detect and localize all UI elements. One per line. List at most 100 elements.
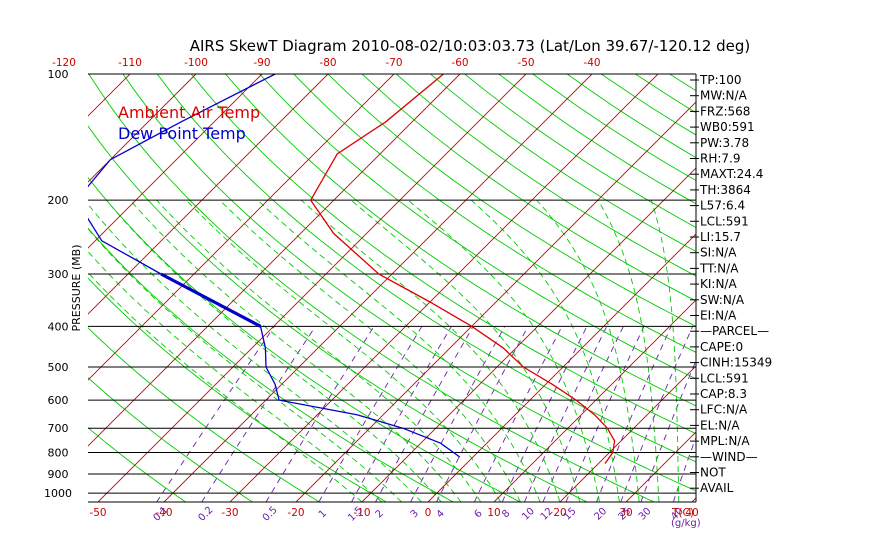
dry-adiabat-line (88, 176, 521, 502)
stats-item: L57:6.4 (700, 199, 745, 213)
mixing-ratio-tick-label: 10 (520, 506, 537, 523)
isotherm-line (559, 365, 696, 502)
moist-adiabat-line (219, 199, 521, 502)
legend-ambient-air-temp: Ambient Air Temp (118, 103, 260, 122)
stats-item: CINH:15349 (700, 356, 772, 370)
isotherm-line (88, 74, 461, 447)
moist-adiabat-line (407, 199, 601, 502)
top-temp-tick-label: -100 (184, 57, 208, 69)
stats-item: LCL:591 (700, 371, 749, 385)
bottom-temp-tick-label: 10 (487, 507, 500, 519)
dry-adiabat-line (772, 74, 870, 502)
mixing-ratio-tick-label: 4 (435, 508, 447, 520)
moist-adiabat-line (88, 271, 363, 502)
mixing-ratio-line (596, 326, 672, 502)
y-axis-label: PRESSURE (MB) (70, 245, 83, 332)
legend-dew-point-temp: Dew Point Temp (118, 124, 246, 143)
dry-adiabat-line (88, 125, 588, 502)
stats-item: WB0:591 (700, 120, 755, 134)
dry-adiabat-line (396, 74, 696, 277)
stats-item: SI:N/A (700, 246, 737, 260)
moist-adiabat-line (597, 199, 660, 502)
pressure-tick-label: 200 (48, 194, 69, 207)
isotherm-line (88, 74, 197, 183)
stats-item: NOT (700, 466, 726, 480)
stats-item: PW:3.78 (700, 136, 749, 150)
dry-adiabat-line (88, 277, 387, 502)
stats-item: AVAIL (700, 481, 734, 495)
top-temp-tick-label: -80 (319, 57, 336, 69)
mixing-ratio-tick-label: 1 (317, 508, 329, 520)
isotherm-line (97, 74, 527, 502)
bottom-temp-tick-label: 0 (425, 507, 432, 519)
pressure-tick-label: 300 (48, 268, 69, 281)
mixing-ratio-line (542, 326, 624, 502)
stats-item: LCL:591 (700, 214, 749, 228)
pressure-tick-label: 900 (48, 468, 69, 481)
stats-item: CAP:8.3 (700, 387, 747, 401)
dry-adiabat-line (327, 74, 696, 327)
pressure-tick-labels: 100 200 300 400 500 600 700 800 900 1000 (44, 68, 72, 500)
mixing-ratio-tick-label: 30 (637, 506, 654, 523)
bottom-temp-tick-label: -10 (353, 507, 370, 519)
dry-adiabat-line (88, 74, 655, 502)
mixing-ratio-line (201, 326, 316, 502)
bottom-temp-tick-label: 40 (685, 507, 698, 519)
plot-area (0, 74, 870, 502)
mixing-ratio-line (351, 326, 452, 502)
stats-item: MW:N/A (700, 89, 748, 103)
moist-adiabat-line (650, 200, 680, 502)
pressure-tick-label: 400 (48, 320, 69, 333)
stats-item: LFC:N/A (700, 403, 748, 417)
top-temp-tick-label: -70 (385, 57, 402, 69)
isotherm-line (163, 74, 593, 502)
dew-point-thick-segment (160, 272, 262, 328)
dew-point-line (88, 74, 461, 458)
dry-adiabat-line (738, 74, 870, 502)
moist-adiabat-line (129, 199, 462, 502)
stats-item: EL:N/A (700, 418, 740, 432)
stats-item: FRZ:568 (700, 104, 750, 118)
mixing-ratio-tick-label: 20 (592, 506, 609, 523)
stats-item: LI:15.7 (700, 230, 741, 244)
moist-adiabat-line (88, 250, 383, 502)
isotherm-line (88, 74, 131, 117)
moist-adiabat-line (185, 199, 501, 502)
bottom-temp-tick-label: 20 (553, 507, 566, 519)
isotherm-line (427, 233, 696, 502)
stats-item: RH:7.9 (700, 152, 741, 166)
stats-item: TT:N/A (699, 261, 739, 275)
mixing-ratio-line (523, 326, 608, 502)
dry-adiabat-line (293, 74, 696, 353)
stats-item: TP:100 (699, 73, 742, 87)
dry-adiabat-line (88, 327, 320, 502)
top-temp-tick-label: -40 (583, 57, 600, 69)
top-temp-tick-label: -50 (517, 57, 534, 69)
stats-item: —WIND— (700, 450, 758, 464)
stats-item: KI:N/A (700, 277, 737, 291)
mixing-ratio-line (375, 326, 474, 502)
mixing-ratio-tick-label: 0.5 (261, 505, 280, 524)
isotherm-line (493, 299, 696, 502)
isotherm-line (0, 74, 64, 502)
pressure-tick-label: 100 (48, 68, 69, 81)
dry-adiabat-line (259, 74, 696, 380)
dry-adiabat-line (88, 376, 253, 502)
mixing-ratio-line (473, 326, 563, 502)
mixing-ratio-line (265, 326, 375, 502)
chart-title: AIRS SkewT Diagram 2010-08-02/10:03:03.7… (190, 37, 751, 55)
ambient-temp-line (309, 74, 616, 464)
top-temp-tick-label: -110 (118, 57, 142, 69)
dry-adiabat-line (498, 74, 696, 205)
pressure-tick-label: 600 (48, 394, 69, 407)
isotherm-line (88, 74, 263, 249)
stats-item: MPL:N/A (700, 434, 750, 448)
pressure-tick-label: 800 (48, 447, 69, 460)
pressure-tick-label: 700 (48, 422, 69, 435)
dry-adiabat-line (806, 74, 870, 502)
stats-item: SW:N/A (700, 293, 745, 307)
mixing-ratio-tick-label: 3 (409, 508, 421, 520)
isotherm-line (758, 74, 870, 502)
